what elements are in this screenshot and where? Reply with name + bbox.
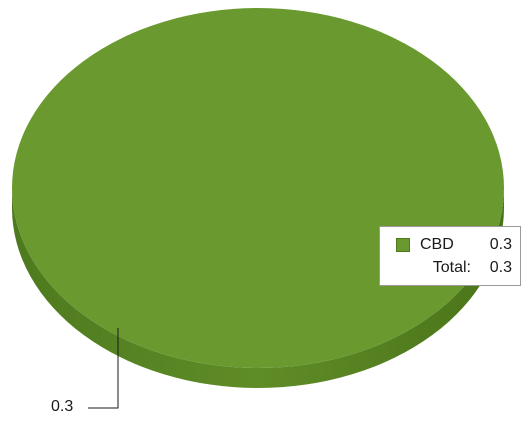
legend-entry-cbd: CBD 0.3 — [380, 234, 520, 256]
legend-value-cbd: 0.3 — [489, 236, 512, 253]
data-label-leader-line — [88, 328, 119, 409]
pie-slice-cbd — [12, 8, 504, 368]
legend-total-label: Total: — [432, 259, 471, 276]
legend-total-value: 0.3 — [489, 259, 512, 276]
data-label-cbd: 0.3 — [51, 398, 74, 415]
legend-label-cbd: CBD — [420, 236, 454, 253]
legend-swatch-cbd — [396, 238, 410, 252]
legend: CBD 0.3 Total: 0.3 — [379, 226, 521, 286]
legend-total: Total: 0.3 — [380, 257, 520, 279]
